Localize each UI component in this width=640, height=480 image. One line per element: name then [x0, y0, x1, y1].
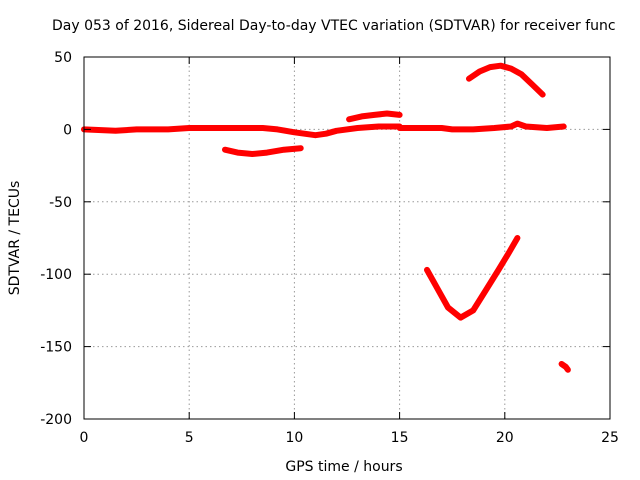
- y-axis-label: SDTVAR / TECUs: [7, 181, 23, 296]
- x-tick-label: 15: [391, 430, 409, 446]
- x-tick-label: 0: [80, 430, 89, 446]
- x-tick-label: 5: [185, 430, 194, 446]
- series-arc-6: [424, 235, 521, 321]
- x-tick-label: 10: [285, 430, 303, 446]
- x-tick-label: 20: [496, 430, 514, 446]
- series-arc-5: [466, 62, 546, 98]
- series-arc-4: [346, 110, 403, 123]
- series-arc-3: [222, 145, 304, 157]
- series-arc-2: [396, 120, 567, 133]
- y-tick-label: 50: [54, 50, 72, 66]
- data-series: [81, 62, 571, 373]
- y-tick-label: -200: [40, 412, 72, 428]
- plot-frame: [83, 56, 611, 420]
- series-arc-1: [81, 123, 403, 139]
- y-tick-label: -150: [40, 340, 72, 356]
- y-tick-label: -100: [40, 267, 72, 283]
- grid-lines: [84, 57, 610, 419]
- y-tick-label: -50: [49, 195, 72, 211]
- chart-title: Day 053 of 2016, Sidereal Day-to-day VTE…: [52, 18, 616, 34]
- series-arc-7: [558, 361, 571, 373]
- y-tick-label: 0: [63, 122, 72, 138]
- axis-ticks: 0 5 10 15 20 25 50 0 -50 -100 -150 -200: [40, 50, 619, 446]
- x-tick-label: 25: [601, 430, 619, 446]
- x-axis-label: GPS time / hours: [285, 459, 402, 475]
